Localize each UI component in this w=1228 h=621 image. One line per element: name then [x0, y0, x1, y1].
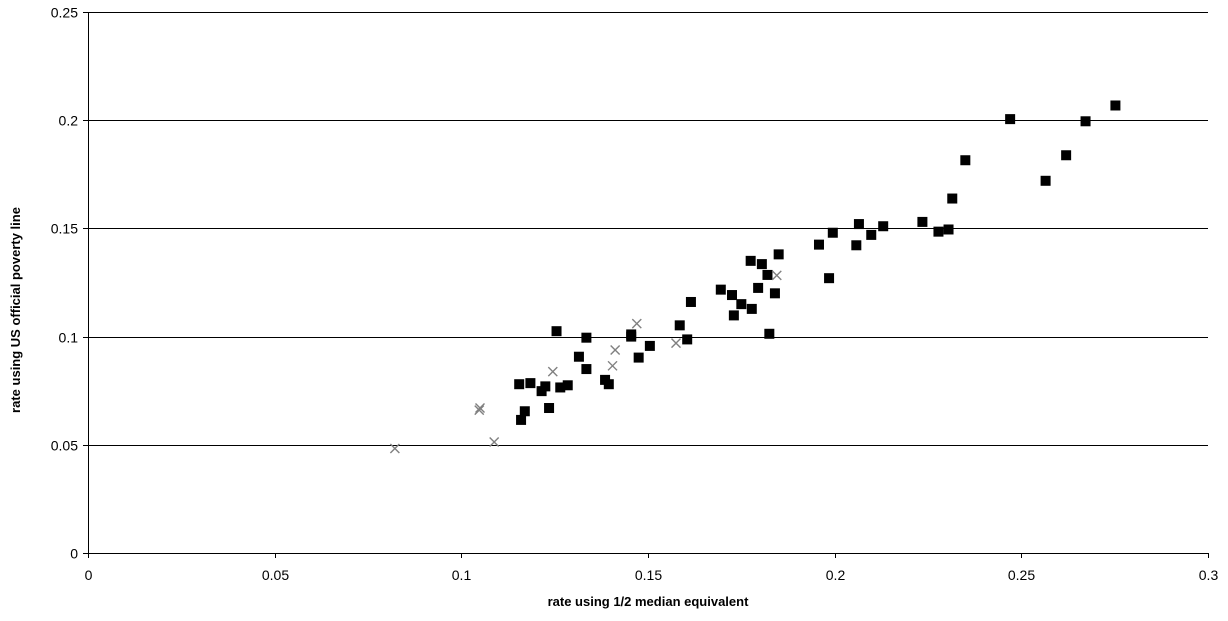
point-square-46 — [1005, 114, 1016, 125]
point-square-17 — [633, 352, 644, 363]
point-x-8 — [671, 338, 681, 349]
point-square-29 — [756, 259, 767, 270]
point-square-16 — [626, 329, 637, 340]
point-square-32 — [769, 288, 780, 299]
point-square-33 — [773, 249, 784, 260]
point-square-41 — [917, 216, 928, 227]
axes — [83, 12, 1209, 558]
y-tick-label-2: 0.1 — [59, 330, 79, 346]
point-x-4 — [547, 366, 558, 377]
x-tick-label-0: 0 — [85, 567, 93, 583]
point-square-22 — [715, 284, 726, 295]
point-square-47 — [1040, 175, 1051, 186]
y-tick-label-0: 0 — [70, 546, 78, 562]
point-square-36 — [827, 227, 838, 238]
point-x-1 — [474, 405, 485, 416]
x-axis-title: rate using 1/2 median equivalent — [548, 594, 750, 609]
point-square-19 — [674, 320, 685, 331]
x-tick-label-6: 0.3 — [1199, 567, 1219, 583]
point-square-5 — [519, 406, 530, 417]
point-square-4 — [516, 414, 527, 425]
point-square-20 — [682, 334, 693, 345]
y-tick-label-4: 0.2 — [59, 113, 79, 129]
point-square-12 — [581, 332, 592, 343]
point-square-0 — [514, 379, 525, 390]
y-tick-label-5: 0.25 — [51, 5, 78, 21]
gridlines — [88, 12, 1208, 446]
point-square-26 — [745, 255, 756, 266]
point-square-43 — [943, 224, 954, 235]
point-square-9 — [562, 380, 573, 391]
point-square-40 — [878, 221, 889, 232]
point-square-42 — [933, 226, 944, 237]
point-square-49 — [1080, 116, 1091, 127]
y-tick-label-3: 0.15 — [51, 221, 78, 237]
point-x-6 — [610, 345, 621, 356]
point-square-6 — [544, 403, 555, 414]
point-square-10 — [573, 351, 584, 362]
point-x-9 — [771, 270, 782, 281]
point-square-24 — [728, 310, 739, 321]
point-square-11 — [581, 364, 592, 375]
point-x-0 — [389, 443, 400, 454]
point-square-18 — [644, 340, 655, 351]
point-square-34 — [813, 239, 824, 250]
x-tick-label-5: 0.25 — [1008, 567, 1035, 583]
point-square-23 — [727, 290, 737, 301]
point-square-3 — [536, 386, 547, 397]
point-square-28 — [753, 282, 764, 293]
point-x-3 — [489, 436, 500, 447]
y-tick-label-1: 0.05 — [51, 438, 78, 454]
data-points — [389, 100, 1121, 454]
point-square-50 — [1110, 100, 1121, 111]
point-square-45 — [960, 155, 971, 166]
point-square-27 — [746, 303, 757, 314]
point-square-44 — [947, 193, 958, 204]
point-square-31 — [764, 328, 775, 339]
tick-labels: 0 0.05 0.1 0.15 0.2 0.25 0 0.05 0.1 0.15 0.2 0.25 0.… — [51, 5, 1219, 584]
point-square-1 — [525, 378, 536, 389]
x-tick-label-4: 0.2 — [826, 567, 846, 583]
point-square-14 — [603, 379, 614, 390]
point-square-7 — [551, 326, 562, 337]
point-square-37 — [851, 240, 862, 251]
point-x-5 — [607, 360, 618, 371]
point-square-21 — [685, 296, 696, 307]
point-square-30 — [762, 269, 773, 280]
point-square-8 — [555, 382, 566, 393]
point-x-7 — [631, 318, 642, 329]
x-tick-label-3: 0.15 — [635, 567, 662, 583]
point-square-25 — [736, 299, 747, 310]
point-square-39 — [866, 229, 877, 240]
x-tick-label-1: 0.05 — [262, 567, 289, 583]
x-tick-label-2: 0.1 — [452, 567, 472, 583]
point-square-48 — [1061, 150, 1072, 161]
point-x-2 — [475, 403, 485, 414]
y-axis-title: rate using US official poverty line — [8, 207, 23, 413]
point-square-38 — [853, 219, 864, 230]
point-square-35 — [824, 273, 835, 284]
